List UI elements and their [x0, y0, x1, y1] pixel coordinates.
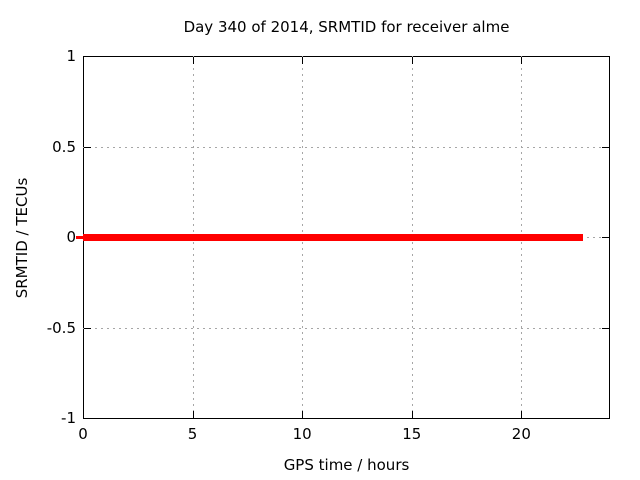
x-tick-mark-top [521, 57, 523, 64]
x-axis-label: GPS time / hours [283, 456, 410, 474]
x-tick-mark-top [411, 57, 413, 64]
x-tick-mark-bottom [83, 411, 84, 418]
y-tick-mark-left [84, 146, 91, 148]
x-tick-mark-bottom [521, 411, 523, 418]
y-tick-mark-right [602, 56, 609, 57]
y-tick-mark-right [602, 418, 609, 419]
x-tick-mark-top [302, 57, 304, 64]
x-tick-mark-bottom [411, 411, 413, 418]
y-tick-mark-left [84, 327, 91, 329]
series-line-edge-mark [76, 235, 83, 239]
x-tick-label: 5 [187, 425, 198, 443]
y-tick-mark-right [602, 237, 609, 238]
x-tick-label: 10 [292, 425, 312, 443]
grid-line-horizontal [83, 327, 609, 329]
x-tick-label: 20 [511, 425, 531, 443]
y-tick-label: -1 [61, 409, 76, 427]
grid-line-horizontal [83, 146, 609, 148]
x-tick-mark-top [83, 57, 84, 64]
y-tick-mark-right [602, 327, 609, 329]
y-tick-label: 1 [66, 47, 76, 65]
chart-title: Day 340 of 2014, SRMTID for receiver alm… [183, 18, 510, 36]
y-tick-label: 0 [66, 228, 76, 246]
y-tick-mark-left [84, 56, 91, 57]
x-tick-mark-top [192, 57, 194, 64]
x-tick-label: 15 [402, 425, 422, 443]
x-tick-label: 0 [78, 425, 88, 443]
x-tick-mark-bottom [302, 411, 304, 418]
series-line-srmtid [83, 233, 583, 241]
y-tick-label: 0.5 [52, 137, 76, 156]
y-tick-mark-left [84, 418, 91, 419]
x-tick-mark-bottom [192, 411, 194, 418]
y-tick-mark-right [602, 146, 609, 148]
y-tick-label: -0.5 [46, 318, 76, 337]
